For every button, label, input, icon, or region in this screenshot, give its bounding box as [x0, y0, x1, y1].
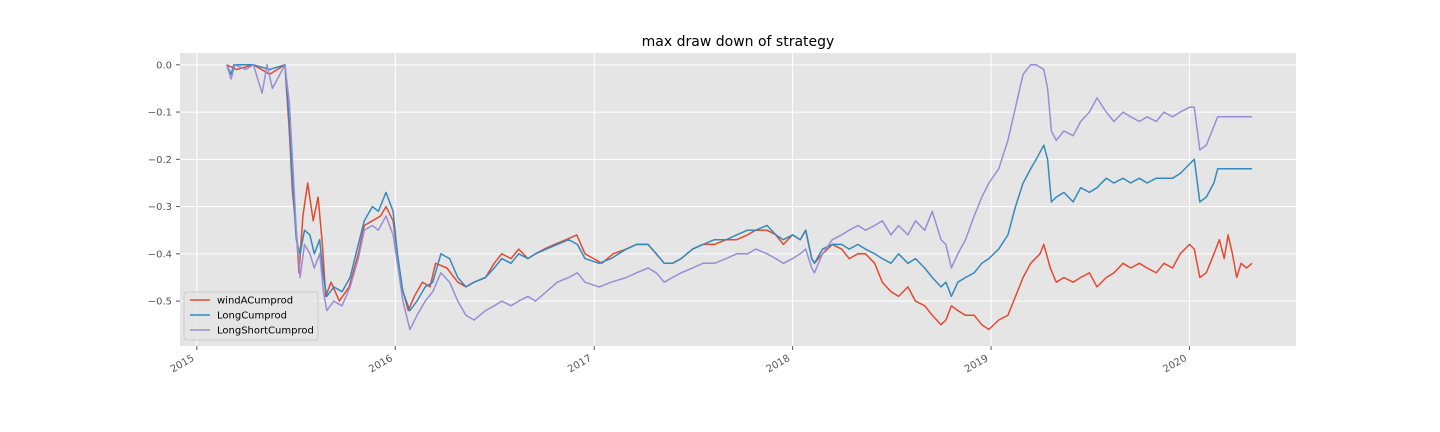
y-axis: 0.0 −0.1 −0.2 −0.3 −0.4 −0.5 — [148, 60, 180, 308]
y-tick-label: −0.3 — [148, 202, 172, 213]
y-tick-label: −0.4 — [148, 249, 172, 260]
x-tick-label: 2016 — [367, 353, 395, 375]
legend-box — [183, 291, 319, 341]
x-tick-label: 2020 — [1161, 353, 1189, 375]
plot-area — [180, 53, 1296, 346]
y-tick-label: 0.0 — [156, 60, 172, 71]
chart-title: max draw down of strategy — [642, 34, 835, 50]
y-tick-label: −0.1 — [148, 108, 172, 119]
legend-label: LongShortCumprod — [217, 326, 314, 337]
series-line-3 — [225, 64, 1252, 331]
series-lines — [225, 64, 1253, 331]
x-tick-label: 2018 — [765, 353, 793, 375]
series-line-2 — [226, 64, 1252, 312]
legend-label: windACumprod — [217, 296, 293, 307]
x-tick-label: 2017 — [566, 353, 594, 375]
x-axis: 2015 2016 2017 2018 2019 2020 — [169, 346, 1190, 375]
legend-label: LongCumprod — [217, 311, 287, 322]
x-tick-label: 2015 — [169, 353, 197, 375]
y-tick-label: −0.5 — [148, 297, 172, 308]
y-tick-label: −0.2 — [148, 155, 172, 166]
x-tick-label: 2019 — [963, 353, 991, 375]
legend: windACumprod LongCumprod LongShortCumprod — [183, 291, 319, 341]
